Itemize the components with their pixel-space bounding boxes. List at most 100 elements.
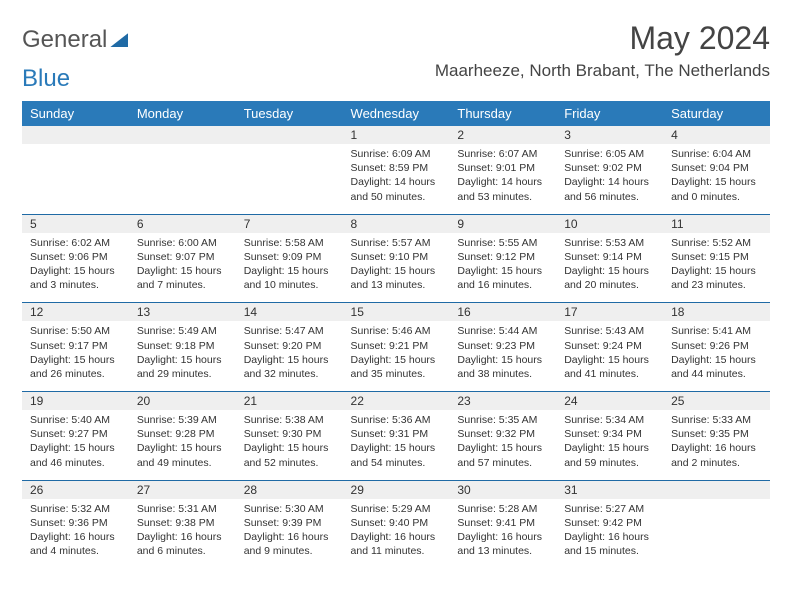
- day-number-cell: 20: [129, 392, 236, 411]
- day-data-cell: Sunrise: 5:36 AMSunset: 9:31 PMDaylight:…: [343, 410, 450, 480]
- day-number-cell: 1: [343, 126, 450, 144]
- day-number-cell: [236, 126, 343, 144]
- sunset-text: Sunset: 9:07 PM: [137, 250, 228, 264]
- logo-text-2: Blue: [22, 65, 770, 93]
- day-number-cell: 25: [663, 392, 770, 411]
- day-number-cell: 21: [236, 392, 343, 411]
- sunrise-text: Sunrise: 5:53 AM: [564, 236, 655, 250]
- logo: General: [22, 20, 131, 54]
- day-data-cell: [663, 499, 770, 569]
- day-number-cell: 22: [343, 392, 450, 411]
- day-number-row: 567891011: [22, 214, 770, 233]
- day-number-cell: 9: [449, 214, 556, 233]
- day-data-cell: Sunrise: 5:52 AMSunset: 9:15 PMDaylight:…: [663, 233, 770, 303]
- day-data-cell: Sunrise: 5:55 AMSunset: 9:12 PMDaylight:…: [449, 233, 556, 303]
- sunset-text: Sunset: 9:39 PM: [244, 516, 335, 530]
- daylight-text: Daylight: 15 hours and 7 minutes.: [137, 264, 228, 292]
- sunrise-text: Sunrise: 6:04 AM: [671, 147, 762, 161]
- day-data-cell: Sunrise: 5:47 AMSunset: 9:20 PMDaylight:…: [236, 321, 343, 391]
- day-data-row: Sunrise: 5:40 AMSunset: 9:27 PMDaylight:…: [22, 410, 770, 480]
- day-number-cell: 24: [556, 392, 663, 411]
- day-number-cell: [129, 126, 236, 144]
- day-data-cell: Sunrise: 5:32 AMSunset: 9:36 PMDaylight:…: [22, 499, 129, 569]
- day-data-cell: Sunrise: 5:31 AMSunset: 9:38 PMDaylight:…: [129, 499, 236, 569]
- sunset-text: Sunset: 9:15 PM: [671, 250, 762, 264]
- sunrise-text: Sunrise: 5:41 AM: [671, 324, 762, 338]
- sunrise-text: Sunrise: 5:57 AM: [351, 236, 442, 250]
- day-number-cell: 5: [22, 214, 129, 233]
- day-number-cell: 6: [129, 214, 236, 233]
- day-number-cell: 7: [236, 214, 343, 233]
- day-header: Monday: [129, 101, 236, 126]
- sunset-text: Sunset: 8:59 PM: [351, 161, 442, 175]
- day-number-cell: 13: [129, 303, 236, 322]
- sunrise-text: Sunrise: 5:27 AM: [564, 502, 655, 516]
- day-data-cell: Sunrise: 6:09 AMSunset: 8:59 PMDaylight:…: [343, 144, 450, 214]
- daylight-text: Daylight: 15 hours and 20 minutes.: [564, 264, 655, 292]
- daylight-text: Daylight: 15 hours and 52 minutes.: [244, 441, 335, 469]
- daylight-text: Daylight: 15 hours and 29 minutes.: [137, 353, 228, 381]
- day-data-cell: Sunrise: 6:02 AMSunset: 9:06 PMDaylight:…: [22, 233, 129, 303]
- sunrise-text: Sunrise: 6:02 AM: [30, 236, 121, 250]
- sunrise-text: Sunrise: 5:52 AM: [671, 236, 762, 250]
- sunrise-text: Sunrise: 5:46 AM: [351, 324, 442, 338]
- day-data-row: Sunrise: 5:32 AMSunset: 9:36 PMDaylight:…: [22, 499, 770, 569]
- day-data-cell: Sunrise: 5:30 AMSunset: 9:39 PMDaylight:…: [236, 499, 343, 569]
- sunset-text: Sunset: 9:23 PM: [457, 339, 548, 353]
- daylight-text: Daylight: 14 hours and 50 minutes.: [351, 175, 442, 203]
- day-number-cell: 27: [129, 480, 236, 499]
- sunset-text: Sunset: 9:21 PM: [351, 339, 442, 353]
- sunset-text: Sunset: 9:02 PM: [564, 161, 655, 175]
- day-data-cell: [22, 144, 129, 214]
- sunrise-text: Sunrise: 5:36 AM: [351, 413, 442, 427]
- sunset-text: Sunset: 9:01 PM: [457, 161, 548, 175]
- sunrise-text: Sunrise: 5:28 AM: [457, 502, 548, 516]
- daylight-text: Daylight: 16 hours and 11 minutes.: [351, 530, 442, 558]
- sunrise-text: Sunrise: 5:38 AM: [244, 413, 335, 427]
- day-data-cell: Sunrise: 5:49 AMSunset: 9:18 PMDaylight:…: [129, 321, 236, 391]
- day-header: Tuesday: [236, 101, 343, 126]
- daylight-text: Daylight: 15 hours and 32 minutes.: [244, 353, 335, 381]
- day-number-cell: 23: [449, 392, 556, 411]
- sunset-text: Sunset: 9:40 PM: [351, 516, 442, 530]
- day-data-cell: Sunrise: 5:38 AMSunset: 9:30 PMDaylight:…: [236, 410, 343, 480]
- day-data-cell: Sunrise: 5:28 AMSunset: 9:41 PMDaylight:…: [449, 499, 556, 569]
- daylight-text: Daylight: 15 hours and 23 minutes.: [671, 264, 762, 292]
- daylight-text: Daylight: 16 hours and 9 minutes.: [244, 530, 335, 558]
- day-number-cell: 10: [556, 214, 663, 233]
- sunrise-text: Sunrise: 6:00 AM: [137, 236, 228, 250]
- day-data-cell: Sunrise: 5:50 AMSunset: 9:17 PMDaylight:…: [22, 321, 129, 391]
- daylight-text: Daylight: 15 hours and 0 minutes.: [671, 175, 762, 203]
- sunrise-text: Sunrise: 5:33 AM: [671, 413, 762, 427]
- sunrise-text: Sunrise: 5:30 AM: [244, 502, 335, 516]
- day-number-cell: [663, 480, 770, 499]
- day-number-cell: 18: [663, 303, 770, 322]
- daylight-text: Daylight: 16 hours and 6 minutes.: [137, 530, 228, 558]
- day-data-cell: Sunrise: 5:29 AMSunset: 9:40 PMDaylight:…: [343, 499, 450, 569]
- sunrise-text: Sunrise: 5:39 AM: [137, 413, 228, 427]
- sunset-text: Sunset: 9:26 PM: [671, 339, 762, 353]
- day-data-cell: Sunrise: 5:35 AMSunset: 9:32 PMDaylight:…: [449, 410, 556, 480]
- sunset-text: Sunset: 9:09 PM: [244, 250, 335, 264]
- day-number-cell: 15: [343, 303, 450, 322]
- sunset-text: Sunset: 9:38 PM: [137, 516, 228, 530]
- day-data-cell: Sunrise: 6:05 AMSunset: 9:02 PMDaylight:…: [556, 144, 663, 214]
- day-data-cell: Sunrise: 5:46 AMSunset: 9:21 PMDaylight:…: [343, 321, 450, 391]
- day-data-cell: Sunrise: 5:58 AMSunset: 9:09 PMDaylight:…: [236, 233, 343, 303]
- day-data-cell: [236, 144, 343, 214]
- sunset-text: Sunset: 9:18 PM: [137, 339, 228, 353]
- day-number-row: 1234: [22, 126, 770, 144]
- day-data-cell: Sunrise: 5:43 AMSunset: 9:24 PMDaylight:…: [556, 321, 663, 391]
- sunrise-text: Sunrise: 5:44 AM: [457, 324, 548, 338]
- day-number-row: 12131415161718: [22, 303, 770, 322]
- sunrise-text: Sunrise: 6:07 AM: [457, 147, 548, 161]
- daylight-text: Daylight: 15 hours and 44 minutes.: [671, 353, 762, 381]
- daylight-text: Daylight: 14 hours and 53 minutes.: [457, 175, 548, 203]
- day-data-cell: Sunrise: 6:04 AMSunset: 9:04 PMDaylight:…: [663, 144, 770, 214]
- day-number-cell: 31: [556, 480, 663, 499]
- daylight-text: Daylight: 15 hours and 54 minutes.: [351, 441, 442, 469]
- calendar-header-row: Sunday Monday Tuesday Wednesday Thursday…: [22, 101, 770, 126]
- day-header: Sunday: [22, 101, 129, 126]
- day-number-cell: 19: [22, 392, 129, 411]
- sunrise-text: Sunrise: 5:32 AM: [30, 502, 121, 516]
